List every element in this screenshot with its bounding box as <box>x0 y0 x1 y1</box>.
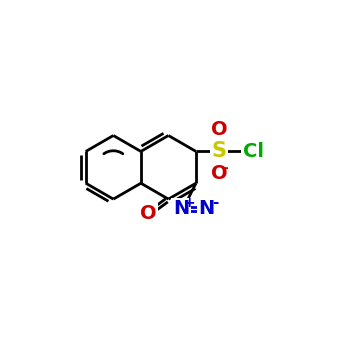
Text: -: - <box>212 195 218 210</box>
Text: +: + <box>183 196 195 210</box>
Text: O: O <box>211 164 227 183</box>
Text: Cl: Cl <box>243 142 264 161</box>
Text: O: O <box>211 120 227 139</box>
Text: N: N <box>198 199 215 218</box>
Text: O: O <box>140 204 156 223</box>
Text: -: - <box>223 161 229 175</box>
Text: N: N <box>173 199 189 218</box>
Text: S: S <box>211 141 226 161</box>
